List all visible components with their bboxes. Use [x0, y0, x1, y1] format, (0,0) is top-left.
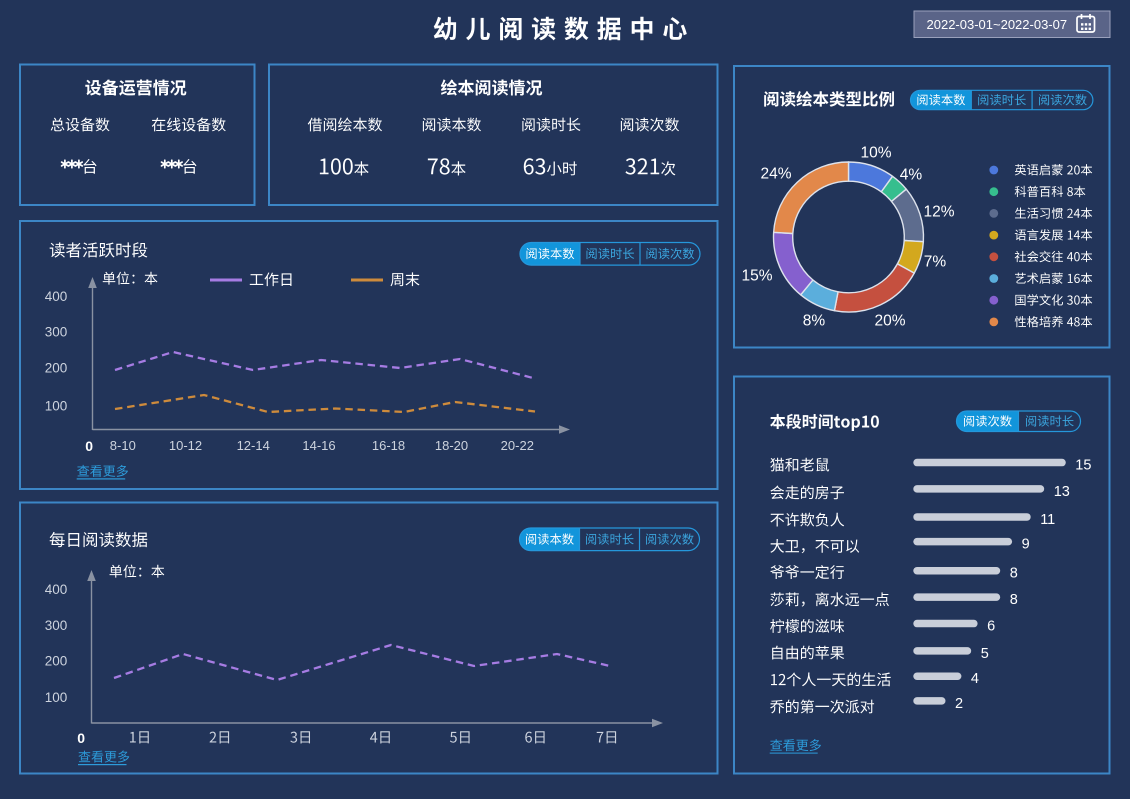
svg-text:15: 15	[1075, 458, 1091, 474]
svg-text:8: 8	[1010, 566, 1018, 582]
svg-text:100: 100	[45, 690, 68, 705]
svg-text:24%: 24%	[760, 166, 791, 183]
svg-text:10-12: 10-12	[169, 438, 202, 453]
svg-text:100: 100	[45, 399, 68, 414]
svg-text:6: 6	[987, 619, 995, 635]
svg-text:8%: 8%	[803, 313, 826, 330]
svg-text:4: 4	[971, 671, 979, 687]
svg-text:13: 13	[1054, 484, 1070, 500]
svg-text:9: 9	[1022, 537, 1030, 553]
svg-text:18-20: 18-20	[435, 438, 468, 453]
svg-text:300: 300	[45, 325, 68, 340]
svg-text:5: 5	[981, 646, 989, 662]
svg-text:12%: 12%	[923, 204, 954, 221]
svg-text:20%: 20%	[874, 313, 905, 330]
svg-text:14-16: 14-16	[302, 438, 335, 453]
svg-text:7%: 7%	[924, 254, 947, 271]
svg-text:0: 0	[85, 438, 93, 454]
svg-text:2: 2	[955, 696, 963, 712]
svg-text:11: 11	[1040, 512, 1055, 528]
svg-text:8-10: 8-10	[110, 438, 136, 453]
svg-text:2022-03-01~2022-03-07: 2022-03-01~2022-03-07	[927, 17, 1068, 32]
svg-text:10%: 10%	[860, 145, 891, 162]
svg-text:4%: 4%	[900, 167, 923, 184]
svg-text:400: 400	[45, 582, 68, 597]
svg-text:8: 8	[1010, 592, 1018, 608]
svg-text:200: 200	[45, 361, 68, 376]
svg-text:200: 200	[45, 654, 68, 669]
svg-text:300: 300	[45, 618, 68, 633]
svg-text:20-22: 20-22	[501, 438, 534, 453]
svg-text:400: 400	[45, 289, 68, 304]
svg-text:16-18: 16-18	[372, 438, 405, 453]
svg-text:0: 0	[77, 730, 85, 746]
svg-text:12-14: 12-14	[237, 438, 270, 453]
svg-text:15%: 15%	[741, 268, 772, 285]
